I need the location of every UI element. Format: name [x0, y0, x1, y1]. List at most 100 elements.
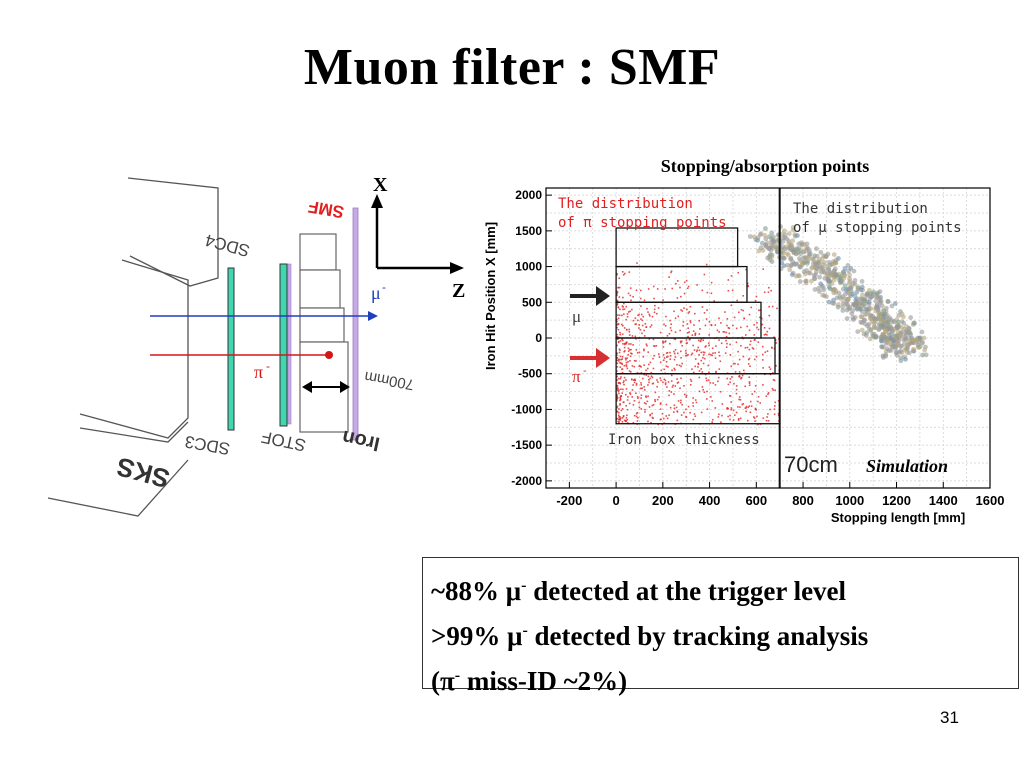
pion-point [666, 334, 669, 337]
pion-point [641, 324, 644, 327]
pion-point [638, 401, 640, 404]
pion-point [681, 340, 683, 343]
pion-point [708, 344, 710, 347]
pion-point [669, 355, 672, 357]
pion-point [617, 387, 619, 390]
pion-point [702, 351, 705, 353]
pion-point [667, 381, 670, 383]
pion-point [674, 317, 677, 320]
pion-point [681, 362, 683, 365]
pion-point [722, 331, 725, 333]
pion-point [619, 382, 621, 384]
pion-point [631, 352, 633, 355]
pi-annotation-line2: of π stopping points [558, 215, 727, 231]
pion-point [632, 384, 634, 386]
mu-track-charge: - [382, 280, 386, 294]
muon-point [876, 327, 882, 332]
pion-point [777, 400, 780, 402]
pion-point [753, 334, 756, 336]
pion-point [659, 408, 662, 411]
pion-point [622, 339, 624, 342]
pion-point [670, 391, 673, 393]
pion-point [692, 418, 695, 421]
pion-point [735, 392, 738, 395]
pion-point [616, 273, 618, 276]
pion-point [668, 394, 670, 397]
pion-point [648, 313, 651, 316]
muon-point [786, 252, 791, 258]
muon-point [840, 304, 846, 310]
muon-point [833, 260, 839, 266]
pion-point [683, 384, 685, 387]
pion-point [698, 354, 700, 356]
pion-point [748, 376, 751, 378]
pion-point [748, 381, 751, 383]
pion-point [694, 399, 697, 401]
muon-point [801, 241, 807, 247]
pion-point [647, 395, 649, 398]
pion-point [645, 369, 647, 372]
pion-point [619, 340, 622, 342]
pion-point [738, 398, 740, 401]
muon-point [817, 274, 823, 280]
pion-point [616, 352, 619, 355]
pion-point [623, 380, 625, 382]
pion-point [726, 408, 729, 410]
pion-point [771, 347, 773, 349]
muon-point [915, 338, 920, 343]
pion-point [687, 405, 690, 408]
muon-point [794, 246, 800, 252]
pion-point [618, 408, 620, 410]
iron-block [299, 233, 349, 433]
pion-point [777, 412, 780, 415]
pion-point [662, 359, 665, 361]
pion-point [649, 315, 651, 317]
pion-point [777, 414, 780, 417]
muon-point [769, 242, 774, 248]
pion-point [679, 329, 681, 332]
pion-point [625, 417, 628, 419]
pion-point [751, 393, 754, 395]
pion-point [695, 401, 698, 404]
pion-point [689, 321, 692, 324]
pion-point [619, 366, 622, 368]
pion-point [616, 418, 618, 420]
mu-annotation-line2: of μ stopping points [793, 220, 962, 236]
pion-point [617, 341, 620, 344]
pion-point [616, 294, 618, 297]
pion-point [631, 378, 633, 381]
muon-point [784, 236, 790, 242]
pion-point [762, 367, 764, 369]
pion-point [718, 354, 721, 357]
pion-point [629, 355, 632, 358]
muon-point [897, 333, 903, 339]
pion-point [732, 419, 735, 421]
pion-point [658, 353, 660, 355]
pion-point [654, 400, 657, 403]
pion-point [759, 316, 761, 319]
muon-point [898, 355, 904, 361]
pion-point [740, 377, 742, 380]
mu-track-symbol: μ [371, 283, 381, 303]
pion-point [661, 412, 664, 415]
pion-point [732, 409, 735, 412]
pion-point [692, 344, 694, 347]
pion-point [746, 346, 749, 349]
muon-point [853, 299, 859, 305]
muon-point [901, 320, 907, 326]
pion-point [616, 389, 619, 392]
pion-point [647, 311, 649, 313]
pion-point [720, 421, 722, 423]
pion-point [755, 295, 758, 298]
pion-point [673, 310, 675, 313]
muon-point [766, 246, 772, 252]
pion-point [737, 406, 739, 408]
pion-point [772, 378, 775, 381]
pion-point [724, 311, 726, 313]
muon-point [921, 335, 927, 341]
muon-point [871, 315, 877, 321]
pion-point [624, 357, 627, 360]
pion-point [761, 317, 763, 320]
muon-point [798, 248, 803, 253]
x-tick-label: 400 [699, 493, 721, 508]
